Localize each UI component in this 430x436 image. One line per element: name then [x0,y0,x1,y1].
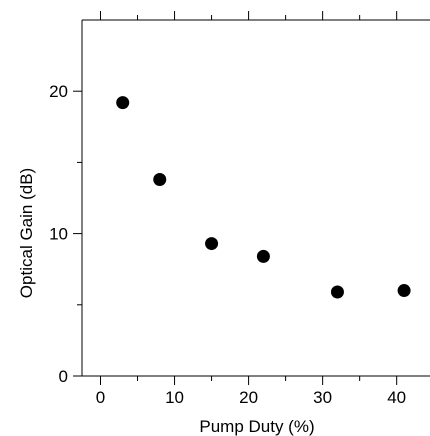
data-point [205,237,219,251]
axes [81,19,430,377]
data-point [116,96,130,110]
y-tick-label: 20 [49,82,68,101]
data-point [256,249,270,263]
x-tick-label: 30 [313,388,332,407]
data-point [153,172,167,186]
data-point [330,285,344,299]
x-tick-label: 20 [239,388,258,407]
data-point [397,284,411,298]
ticks [73,11,398,385]
y-tick-label: 10 [49,225,68,244]
y-tick-label: 0 [59,367,68,386]
tick-labels: 0 10 20 30 40 0 10 20 [49,82,406,407]
x-tick-label: 40 [387,388,406,407]
data-points [116,96,411,299]
x-tick-label: 0 [96,388,105,407]
x-tick-label: 10 [165,388,184,407]
x-axis-title: Pump Duty (%) [199,417,314,436]
y-axis-title: Optical Gain (dB) [17,168,36,298]
